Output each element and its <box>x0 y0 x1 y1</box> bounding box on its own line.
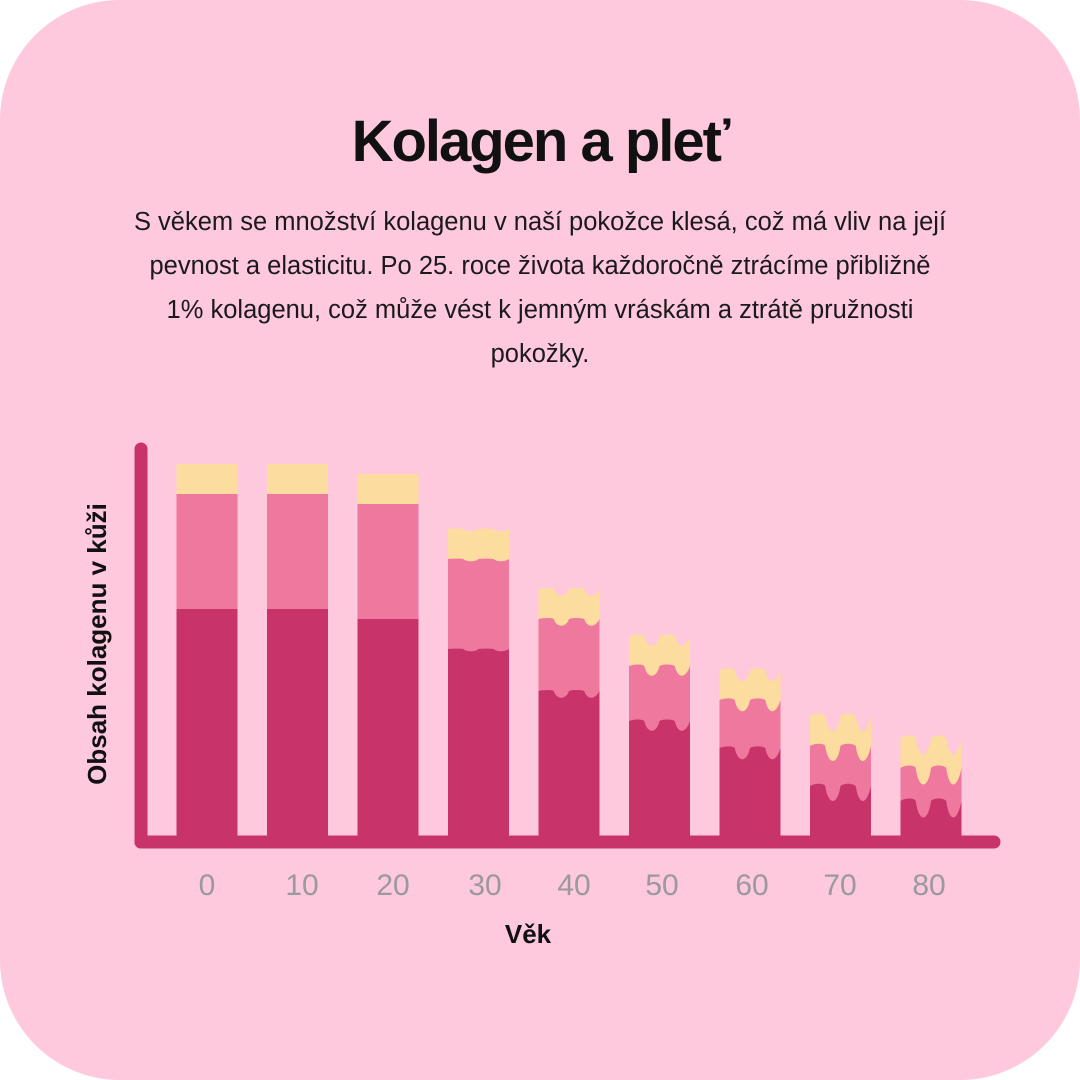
x-axis-title: Věk <box>505 919 552 949</box>
bar-40-segment-1 <box>538 689 600 836</box>
y-axis-title: Obsah kolagenu v kůži <box>82 503 112 785</box>
bar-30-segment-1 <box>448 648 509 836</box>
x-tick-0: 0 <box>199 869 216 902</box>
bar-20-segment-1 <box>357 619 419 836</box>
bar-10-segment-1 <box>267 609 328 836</box>
description-text: S věkem se množství kolagenu v naší poko… <box>133 208 947 368</box>
x-tick-labels: 0 10 20 30 40 50 60 70 80 <box>199 869 946 902</box>
x-tick-20: 20 <box>376 869 409 902</box>
bar-50-segment-1 <box>629 719 690 836</box>
bar-0-segment-1 <box>176 609 238 836</box>
x-tick-60: 60 <box>735 869 768 902</box>
x-tick-50: 50 <box>645 869 678 902</box>
bars-group <box>176 464 962 836</box>
x-tick-70: 70 <box>823 869 856 902</box>
x-tick-10: 10 <box>285 869 318 902</box>
bar-60-segment-1 <box>719 746 781 836</box>
x-tick-40: 40 <box>557 869 590 902</box>
page-title: Kolagen a pleť <box>351 109 731 174</box>
bar-80-segment-1 <box>900 798 962 836</box>
bar-70-segment-1 <box>810 783 871 836</box>
x-tick-80: 80 <box>912 869 945 902</box>
x-tick-30: 30 <box>468 869 501 902</box>
